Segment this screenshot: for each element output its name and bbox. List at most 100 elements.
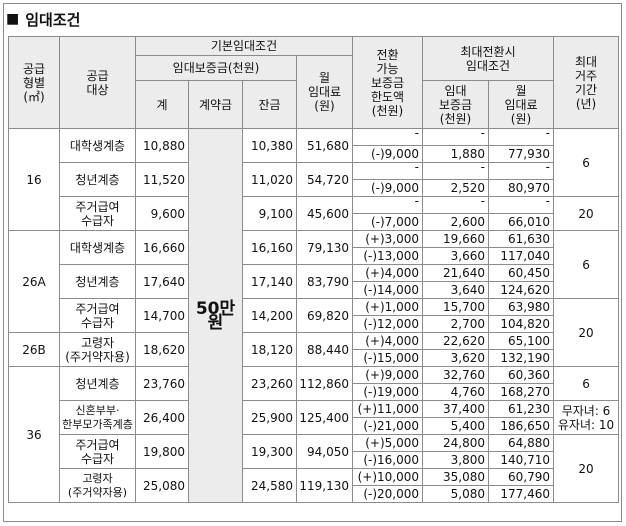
monthly-rent-cell: 125,400 — [296, 400, 353, 435]
conversion-rent-cell: 65,100 — [487, 332, 555, 350]
balance-cell: 19,300 — [242, 434, 297, 469]
max-period-cell: 6 — [553, 128, 620, 197]
target-cell: 고령자 (주거약자용) — [59, 332, 136, 367]
deposit-total-cell: 10,880 — [135, 128, 189, 163]
monthly-rent-cell: 88,440 — [296, 332, 353, 367]
balance-cell: 25,900 — [242, 400, 297, 435]
conversion-deposit-cell: 24,800 — [422, 434, 489, 452]
monthly-rent-cell: 51,680 — [296, 128, 353, 163]
content-frame — [3, 3, 622, 522]
deposit-total-cell: 19,800 — [135, 434, 189, 469]
convertible-limit-cell: (-)16,000 — [352, 451, 423, 469]
convertible-limit-cell: (-)12,000 — [352, 315, 423, 333]
conversion-rent-cell: 77,930 — [487, 145, 555, 163]
target-cell: 청년계층 — [59, 264, 136, 299]
monthly-rent-cell: 54,720 — [296, 162, 353, 197]
convertible-limit-cell: (+)9,000 — [352, 366, 423, 384]
header-contract-deposit: 계약금 — [188, 80, 243, 129]
convertible-limit-cell: (-)19,000 — [352, 383, 423, 401]
conversion-rent-cell: 140,710 — [487, 451, 555, 469]
convertible-limit-cell: (+)1,000 — [352, 298, 423, 316]
convertible-limit-cell: - — [352, 196, 423, 214]
deposit-total-cell: 14,700 — [135, 298, 189, 333]
conversion-rent-cell: 132,190 — [487, 349, 555, 367]
conversion-deposit-cell: 3,800 — [422, 451, 489, 469]
balance-cell: 23,260 — [242, 366, 297, 401]
conversion-deposit-cell: 1,880 — [422, 145, 489, 163]
conversion-deposit-cell: 3,640 — [422, 281, 489, 299]
conversion-deposit-cell: - — [422, 162, 489, 180]
convertible-limit-cell: (+)10,000 — [352, 468, 423, 486]
conversion-deposit-cell: 5,080 — [422, 485, 489, 503]
conversion-deposit-cell: 32,760 — [422, 366, 489, 384]
convertible-limit-cell: (-)13,000 — [352, 247, 423, 265]
header-max-conversion: 최대전환시 임대조건 — [421, 36, 555, 81]
target-cell: 고령자 (주거약자용) — [59, 468, 136, 503]
convertible-limit-cell: (-)20,000 — [352, 485, 423, 503]
conversion-deposit-cell: 35,080 — [422, 468, 489, 486]
convertible-limit-cell: (-)9,000 — [352, 179, 423, 197]
convertible-limit-cell: (-)14,000 — [352, 281, 423, 299]
max-period-cell: 20 — [553, 434, 620, 503]
header-convertible-limit: 전환 가능 보증금 한도액 (천원) — [352, 36, 423, 129]
monthly-rent-cell: 69,820 — [296, 298, 353, 333]
conversion-deposit-cell: 2,700 — [422, 315, 489, 333]
deposit-total-cell: 23,760 — [135, 366, 189, 401]
balance-cell: 16,160 — [242, 230, 297, 265]
deposit-total-cell: 16,660 — [135, 230, 189, 265]
header-basic-conditions: 기본임대조건 — [135, 36, 353, 56]
conversion-deposit-cell: 5,400 — [422, 417, 489, 435]
deposit-total-cell: 25,080 — [135, 468, 189, 503]
convertible-limit-cell: (+)11,000 — [352, 400, 423, 418]
convertible-limit-cell: (-)9,000 — [352, 145, 423, 163]
balance-cell: 17,140 — [242, 264, 297, 299]
convertible-limit-cell: (+)5,000 — [352, 434, 423, 452]
header-supply-type: 공급 형별 (㎡) — [8, 36, 60, 129]
conversion-rent-cell: 61,230 — [487, 400, 555, 418]
contract-deposit-cell: 50만원 — [188, 128, 243, 503]
convertible-limit-cell: (+)4,000 — [352, 332, 423, 350]
conversion-deposit-cell: 22,620 — [422, 332, 489, 350]
max-period-cell: 6 — [553, 230, 620, 299]
header-deposit-total: 계 — [135, 80, 189, 129]
conversion-deposit-cell: 37,400 — [422, 400, 489, 418]
conversion-rent-cell: 168,270 — [487, 383, 555, 401]
convertible-limit-cell: (-)7,000 — [352, 213, 423, 231]
convertible-limit-cell: (-)15,000 — [352, 349, 423, 367]
max-period-cell: 무자녀: 6 유자녀: 10 — [553, 400, 620, 435]
deposit-total-cell: 11,520 — [135, 162, 189, 197]
rental-conditions-table: 공급 형별 (㎡) 공급 대상 기본임대조건 전환 가능 보증금 한도액 (천원… — [8, 36, 620, 503]
target-cell: 대학생계층 — [59, 230, 136, 265]
target-cell: 신혼부부· 한부모가족계층 — [59, 400, 136, 435]
monthly-rent-cell: 83,790 — [296, 264, 353, 299]
conversion-rent-cell: 104,820 — [487, 315, 555, 333]
header-target: 공급 대상 — [59, 36, 136, 129]
conversion-rent-cell: 124,620 — [487, 281, 555, 299]
conversion-rent-cell: 186,650 — [487, 417, 555, 435]
conversion-deposit-cell: - — [422, 128, 489, 146]
conversion-rent-cell: 60,360 — [487, 366, 555, 384]
supply-type-cell: 26B — [8, 332, 60, 367]
monthly-rent-cell: 112,860 — [296, 366, 353, 401]
conversion-rent-cell: 60,790 — [487, 468, 555, 486]
conversion-rent-cell: - — [487, 162, 555, 180]
monthly-rent-cell: 45,600 — [296, 196, 353, 231]
conversion-rent-cell: 60,450 — [487, 264, 555, 282]
conversion-rent-cell: 66,010 — [487, 213, 555, 231]
header-conversion-rent: 월 임대료 (원) — [487, 80, 555, 129]
balance-cell: 14,200 — [242, 298, 297, 333]
conversion-rent-cell: 64,880 — [487, 434, 555, 452]
target-cell: 청년계층 — [59, 366, 136, 401]
balance-cell: 24,580 — [242, 468, 297, 503]
conversion-deposit-cell: 3,620 — [422, 349, 489, 367]
section-heading: ■ 임대조건 — [6, 8, 80, 30]
conversion-rent-cell: - — [487, 196, 555, 214]
max-period-cell: 6 — [553, 366, 620, 401]
convertible-limit-cell: - — [352, 128, 423, 146]
header-conversion-deposit: 임대 보증금 (천원) — [422, 80, 489, 129]
conversion-deposit-cell: 4,760 — [422, 383, 489, 401]
conversion-deposit-cell: 2,600 — [422, 213, 489, 231]
target-cell: 주거급여 수급자 — [59, 434, 136, 469]
balance-cell: 10,380 — [242, 128, 297, 163]
deposit-total-cell: 18,620 — [135, 332, 189, 367]
